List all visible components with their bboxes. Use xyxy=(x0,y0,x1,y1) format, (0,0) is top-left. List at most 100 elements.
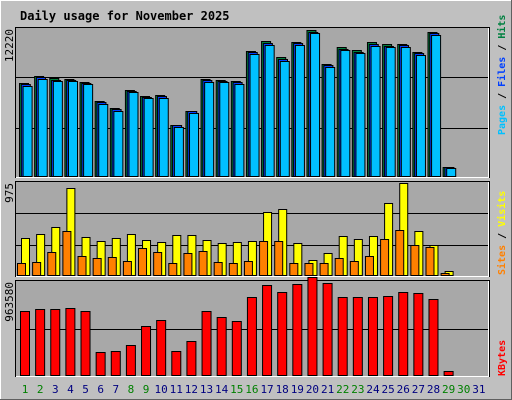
visits-panel-y-max-label: 975 xyxy=(3,183,16,203)
pages-bar xyxy=(67,81,78,177)
pages-bar xyxy=(189,113,200,177)
pages-bar xyxy=(173,127,184,177)
pages-bar xyxy=(143,98,154,177)
kbytes-bar xyxy=(186,341,197,376)
files-legend-label: Files xyxy=(496,57,508,87)
sites-bar xyxy=(138,248,148,276)
sites-bar xyxy=(198,251,208,276)
hits-panel-y-max-label: 12220 xyxy=(3,29,16,62)
x-tick-label: 3 xyxy=(52,383,59,396)
sites-bar xyxy=(153,252,163,276)
kbytes-bar xyxy=(367,297,378,376)
legend-separator: / xyxy=(497,227,508,239)
x-tick-label: 21 xyxy=(321,383,334,396)
x-tick-label: 22 xyxy=(336,383,349,396)
sites-bar xyxy=(395,230,405,276)
visits-panel-axis-label: Sites / Visits xyxy=(496,191,508,275)
sites-bar xyxy=(440,273,450,276)
x-tick-label: 9 xyxy=(143,383,150,396)
x-tick-label: 14 xyxy=(215,383,229,396)
sites-bar xyxy=(349,261,359,276)
x-tick-label: 1 xyxy=(22,383,29,396)
kbytes-legend-label: KBytes xyxy=(497,340,508,376)
pages-bar xyxy=(234,84,245,177)
sites-bar xyxy=(17,263,26,276)
pages-legend-label: Pages xyxy=(497,105,508,135)
sites-bar xyxy=(228,263,238,276)
pages-bar xyxy=(294,45,305,177)
sites-bar xyxy=(410,245,420,276)
sites-bar xyxy=(319,263,329,276)
kbytes-bar xyxy=(277,292,288,376)
sites-bar xyxy=(243,261,253,276)
sites-bar xyxy=(289,263,299,276)
pages-bar xyxy=(400,47,411,177)
kbytes-bar xyxy=(413,293,424,376)
visits-legend-label: Visits xyxy=(496,191,508,227)
x-tick-label: 28 xyxy=(427,383,440,396)
pages-bar xyxy=(204,82,215,177)
pages-bar xyxy=(385,47,396,177)
pages-bar xyxy=(310,33,321,177)
pages-bar xyxy=(355,53,366,177)
kbytes-bar xyxy=(216,317,227,376)
pages-bar xyxy=(22,86,33,177)
kbytes-bar xyxy=(337,297,348,376)
pages-bar xyxy=(431,35,442,177)
x-tick-label: 15 xyxy=(230,383,243,396)
chart-title: Daily usage for November 2025 xyxy=(20,9,230,23)
sites-bar xyxy=(183,253,193,276)
kbytes-bar xyxy=(246,297,257,376)
kbytes-bar xyxy=(262,285,273,376)
bar-layer xyxy=(17,30,457,376)
x-tick-label: 8 xyxy=(128,383,135,396)
sites-bar xyxy=(380,239,390,276)
kbytes-bar xyxy=(398,292,409,376)
kbytes-bar xyxy=(35,309,46,376)
kbytes-bar xyxy=(428,299,439,376)
pages-bar xyxy=(83,84,94,177)
x-tick-label: 13 xyxy=(200,383,213,396)
sites-bar xyxy=(47,252,57,276)
sites-bar xyxy=(213,262,223,276)
kbytes-bar xyxy=(156,320,167,376)
kbytes-bar xyxy=(352,297,363,376)
kbytes-bar xyxy=(231,321,242,376)
sites-bar xyxy=(259,241,269,276)
pages-bar xyxy=(249,54,260,177)
sites-legend-label: Sites xyxy=(496,245,508,275)
sites-bar xyxy=(334,258,344,276)
kbytes-bar xyxy=(171,351,182,376)
pages-bar xyxy=(264,45,275,177)
kbytes-bar xyxy=(322,283,333,376)
legend-separator: / xyxy=(497,39,508,51)
x-tick-label: 11 xyxy=(170,383,183,396)
x-tick-label: 10 xyxy=(155,383,168,396)
sites-bar xyxy=(77,256,87,276)
x-tick-label: 4 xyxy=(67,383,74,396)
x-tick-labels: 1 2 3 4 5 6 7 8 9 10 11 12 13 14 15 16 17 18 19 20 21 22 23 24 2… xyxy=(22,383,486,396)
pages-bar xyxy=(279,61,290,177)
kbytes-bar xyxy=(50,309,61,376)
x-tick-label: 16 xyxy=(245,383,258,396)
x-tick-label: 5 xyxy=(82,383,89,396)
sites-bar xyxy=(62,231,72,276)
x-tick-label: 17 xyxy=(260,383,273,396)
x-tick-label: 26 xyxy=(397,383,410,396)
kbytes-bar xyxy=(307,277,318,376)
x-tick-label: 19 xyxy=(291,383,304,396)
pages-bar xyxy=(340,50,351,177)
kbytes-bar xyxy=(141,326,152,376)
sites-bar xyxy=(425,247,435,276)
kbytes-bar xyxy=(201,311,212,376)
kbytes-bar xyxy=(95,352,106,376)
pages-bar xyxy=(370,46,381,177)
kbytes-panel-y-max-label: 963580 xyxy=(3,282,16,322)
x-tick-label: 18 xyxy=(276,383,289,396)
sites-bar xyxy=(274,241,284,276)
sites-bar xyxy=(107,257,117,276)
kbytes-bar xyxy=(383,296,394,376)
sites-bar xyxy=(32,262,42,276)
hits-legend-label: Hits xyxy=(496,15,508,39)
x-tick-label: 30 xyxy=(457,383,470,396)
